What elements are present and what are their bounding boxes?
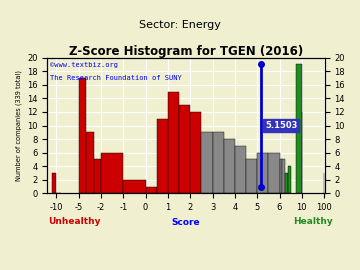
- Bar: [201, 132, 212, 193]
- Bar: [212, 132, 224, 193]
- Bar: [246, 160, 257, 193]
- Bar: [285, 173, 288, 193]
- Bar: [94, 160, 101, 193]
- Text: ©www.textbiz.org: ©www.textbiz.org: [50, 62, 118, 68]
- Title: Z-Score Histogram for TGEN (2016): Z-Score Histogram for TGEN (2016): [69, 45, 303, 58]
- Bar: [282, 160, 285, 193]
- Bar: [86, 132, 94, 193]
- X-axis label: Score: Score: [172, 218, 201, 227]
- Text: Unhealthy: Unhealthy: [48, 217, 100, 226]
- Bar: [235, 146, 246, 193]
- Bar: [168, 92, 179, 193]
- Bar: [288, 166, 291, 193]
- Text: The Research Foundation of SUNY: The Research Foundation of SUNY: [50, 75, 182, 81]
- Bar: [279, 160, 282, 193]
- Bar: [296, 65, 302, 193]
- Y-axis label: Number of companies (339 total): Number of companies (339 total): [15, 70, 22, 181]
- Bar: [52, 173, 56, 193]
- Bar: [179, 105, 190, 193]
- Text: Sector: Energy: Sector: Energy: [139, 20, 221, 30]
- Bar: [145, 187, 157, 193]
- Bar: [78, 78, 86, 193]
- Bar: [157, 119, 168, 193]
- Bar: [190, 112, 201, 193]
- Bar: [101, 153, 123, 193]
- Bar: [268, 153, 279, 193]
- Bar: [123, 180, 145, 193]
- Text: Healthy: Healthy: [293, 217, 333, 226]
- Bar: [257, 153, 268, 193]
- Bar: [224, 139, 235, 193]
- Text: 5.1503: 5.1503: [265, 121, 297, 130]
